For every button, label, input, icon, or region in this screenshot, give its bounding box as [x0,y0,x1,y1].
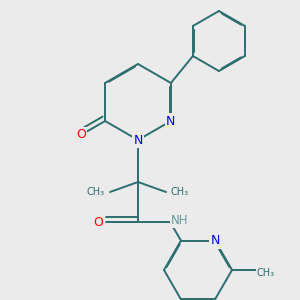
Text: O: O [93,215,103,229]
Text: NH: NH [171,214,189,226]
Text: CH₃: CH₃ [171,187,189,197]
Text: N: N [166,115,176,128]
Text: N: N [210,234,220,247]
Text: CH₃: CH₃ [257,268,275,278]
Text: O: O [76,128,86,142]
Text: CH₃: CH₃ [87,187,105,197]
Text: N: N [133,134,143,146]
